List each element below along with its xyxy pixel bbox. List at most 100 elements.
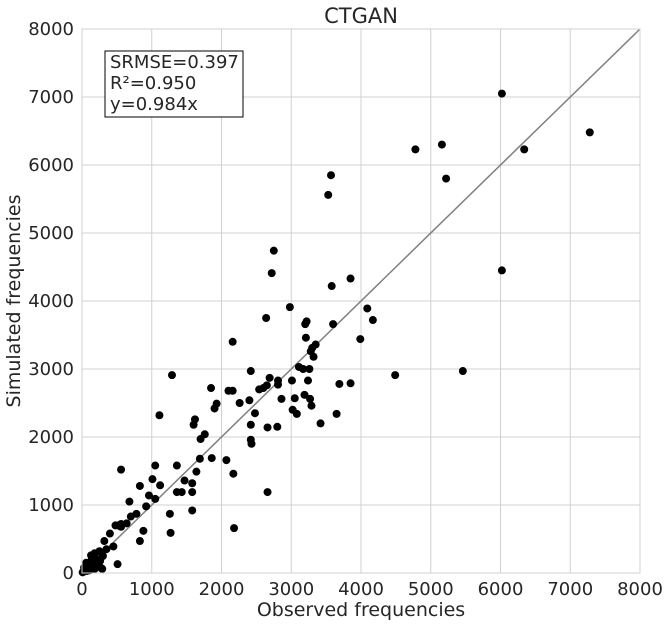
x-tick-label: 2000 <box>199 579 245 600</box>
metrics-annotation: SRMSE=0.397 R²=0.950 y=0.984x <box>104 50 244 118</box>
data-point <box>292 409 301 418</box>
data-point <box>265 373 274 382</box>
y-tick-label: 0 <box>63 563 74 584</box>
data-point <box>148 475 157 484</box>
data-point <box>285 303 294 312</box>
data-point <box>411 145 420 154</box>
data-point <box>329 320 338 329</box>
data-point <box>177 488 186 497</box>
data-point <box>156 481 165 490</box>
data-point <box>100 537 109 546</box>
data-point <box>300 390 309 399</box>
data-point <box>155 411 164 420</box>
y-tick-label: 2000 <box>28 427 74 448</box>
data-point <box>142 502 151 511</box>
data-point <box>307 401 316 410</box>
data-point <box>327 171 336 180</box>
data-point <box>109 542 118 551</box>
data-point <box>195 454 204 463</box>
data-point <box>207 454 216 463</box>
x-tick-label: 1000 <box>129 579 175 600</box>
chart-title: CTGAN <box>324 4 398 28</box>
data-point <box>98 564 107 573</box>
data-point <box>144 491 153 500</box>
data-point <box>105 529 114 538</box>
y-tick-label: 3000 <box>28 359 74 380</box>
x-axis-label: Observed frequencies <box>257 599 465 621</box>
data-point <box>172 461 181 470</box>
annotation-equation: y=0.984x <box>110 94 198 115</box>
data-point <box>207 384 216 393</box>
data-point <box>180 476 189 485</box>
y-tick-label: 1000 <box>28 495 74 516</box>
data-point <box>230 524 239 533</box>
data-point <box>210 404 219 413</box>
data-point <box>222 456 231 465</box>
data-point <box>267 269 276 278</box>
x-tick-label: 6000 <box>478 579 524 600</box>
data-point <box>269 246 278 255</box>
data-point <box>368 316 377 325</box>
data-point <box>246 367 255 376</box>
data-point <box>316 419 325 428</box>
data-point <box>165 509 174 518</box>
data-point <box>125 497 134 506</box>
plot-area <box>78 28 641 577</box>
y-tick-label: 8000 <box>28 19 74 40</box>
data-point <box>255 385 264 394</box>
data-point <box>263 423 272 432</box>
x-tick-label: 4000 <box>338 579 384 600</box>
data-point <box>117 465 126 474</box>
data-point <box>301 333 310 342</box>
y-axis-ticks: 0 1000 2000 3000 4000 5000 6000 7000 8000 <box>28 19 74 584</box>
data-point <box>391 371 400 380</box>
reference-line <box>81 28 641 574</box>
data-point <box>228 386 237 395</box>
data-point <box>301 320 310 329</box>
data-point <box>135 481 144 490</box>
data-point <box>82 558 91 567</box>
data-point <box>246 420 255 429</box>
x-tick-label: 7000 <box>547 579 593 600</box>
data-point <box>188 479 197 488</box>
data-point <box>113 560 122 569</box>
data-point <box>96 556 105 565</box>
data-point <box>167 371 176 380</box>
y-tick-label: 6000 <box>28 155 74 176</box>
data-point <box>166 528 175 537</box>
data-point <box>290 394 299 403</box>
data-point <box>262 314 271 322</box>
x-tick-label: 3000 <box>268 579 314 600</box>
data-point <box>346 379 355 388</box>
data-point <box>306 394 315 403</box>
data-point <box>245 396 254 405</box>
data-point <box>363 304 372 313</box>
x-axis-ticks: 0 1000 2000 3000 4000 5000 6000 7000 8000 <box>76 579 663 600</box>
data-point <box>497 89 506 98</box>
data-point <box>263 488 272 497</box>
y-tick-label: 4000 <box>28 291 74 312</box>
x-tick-label: 5000 <box>408 579 454 600</box>
data-point <box>437 140 446 149</box>
y-axis-label: Simulated frequencies <box>3 195 25 408</box>
data-point <box>188 506 197 515</box>
annotation-srmse: SRMSE=0.397 <box>110 52 239 73</box>
y-tick-label: 7000 <box>28 87 74 108</box>
data-point <box>327 282 336 291</box>
data-point <box>585 128 594 137</box>
annotation-box <box>104 50 244 118</box>
x-tick-label: 0 <box>76 579 87 600</box>
data-point <box>273 422 282 431</box>
data-point <box>196 435 205 444</box>
data-point <box>151 494 160 503</box>
data-point <box>277 394 286 403</box>
data-point <box>126 512 135 521</box>
data-point <box>235 399 244 407</box>
data-point <box>305 365 314 373</box>
data-point <box>229 469 238 478</box>
data-point <box>458 367 467 376</box>
data-point <box>442 174 451 183</box>
data-point <box>247 439 256 448</box>
